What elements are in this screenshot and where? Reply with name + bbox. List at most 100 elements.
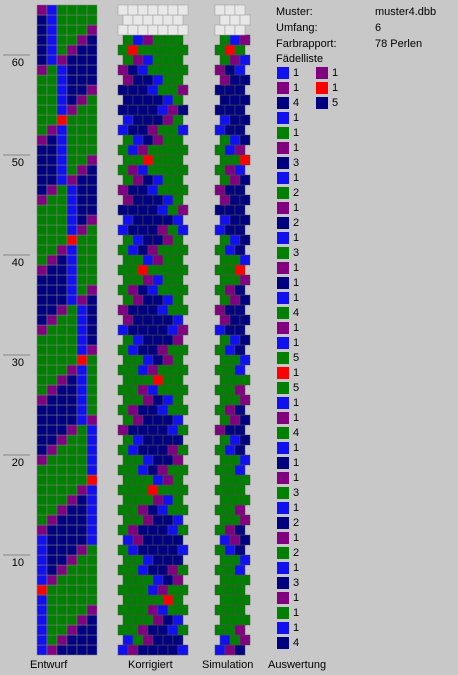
bead [239, 34, 251, 46]
bead [157, 624, 169, 636]
bead [219, 574, 231, 586]
bead [172, 94, 184, 106]
bead [36, 124, 48, 136]
color-swatch [277, 82, 289, 94]
bead [234, 324, 246, 336]
bead [229, 434, 241, 446]
empty-bead [147, 24, 159, 36]
bead [76, 384, 88, 396]
bead-count: 5 [293, 352, 299, 364]
bead [66, 184, 78, 196]
bead [86, 224, 98, 236]
bead [142, 114, 154, 126]
bead [56, 594, 68, 606]
bead [56, 134, 68, 146]
bead [56, 424, 68, 436]
empty-bead [219, 14, 231, 26]
bead [36, 264, 48, 276]
bead [167, 484, 179, 496]
bead [66, 404, 78, 416]
bead [157, 584, 169, 596]
bead [76, 534, 88, 546]
bead [137, 224, 149, 236]
bead [162, 294, 174, 306]
bead [157, 384, 169, 396]
bead [147, 404, 159, 416]
bead [122, 114, 134, 126]
bead [46, 594, 58, 606]
bead [66, 44, 78, 56]
bead [224, 624, 236, 636]
bead [86, 474, 98, 486]
bead [56, 24, 68, 36]
bead [234, 124, 246, 136]
bead-count: 1 [293, 337, 299, 349]
bead [66, 4, 78, 16]
color-swatch [277, 67, 289, 79]
bead [46, 394, 58, 406]
bead [86, 134, 98, 146]
empty-bead [229, 14, 241, 26]
bead [142, 194, 154, 206]
bead [36, 574, 48, 586]
bead [157, 144, 169, 156]
bead [76, 24, 88, 36]
bead [122, 134, 134, 146]
bead [219, 294, 231, 306]
bead [66, 144, 78, 156]
bead [56, 274, 68, 286]
bead [46, 434, 58, 446]
bead-count: 2 [293, 217, 299, 229]
bead [167, 404, 179, 416]
bead [162, 514, 174, 526]
bead [157, 644, 169, 656]
bead [76, 274, 88, 286]
bead [76, 74, 88, 86]
bead [56, 644, 68, 656]
bead [122, 594, 134, 606]
bead [167, 144, 179, 156]
bead-count: 1 [293, 502, 299, 514]
bead [234, 204, 246, 216]
bead [234, 44, 246, 56]
empty-bead [214, 4, 226, 16]
bead [46, 474, 58, 486]
bead [122, 514, 134, 526]
bead [177, 284, 189, 296]
bead [66, 114, 78, 126]
bead [224, 244, 236, 256]
info-label: Farbrapport: [276, 38, 337, 50]
bead [142, 434, 154, 446]
bead [239, 454, 251, 466]
bead [56, 534, 68, 546]
bead [66, 204, 78, 216]
bead [117, 364, 129, 376]
bead [36, 214, 48, 226]
bead [56, 234, 68, 246]
bead [36, 504, 48, 516]
bead [66, 514, 78, 526]
bead [152, 434, 164, 446]
bead [66, 544, 78, 556]
bead [56, 184, 68, 196]
bead [167, 464, 179, 476]
bead [36, 494, 48, 506]
bead [46, 264, 58, 276]
bead [132, 134, 144, 146]
bead [219, 334, 231, 346]
bead [172, 494, 184, 506]
bead [177, 464, 189, 476]
bead [127, 304, 139, 316]
bead [234, 564, 246, 576]
bead [234, 284, 246, 296]
panel-label: Korrigiert [128, 659, 173, 671]
bead [66, 194, 78, 206]
bead [167, 104, 179, 116]
bead [122, 34, 134, 46]
bead [142, 394, 154, 406]
bead [66, 454, 78, 466]
bead [234, 384, 246, 396]
bead [76, 314, 88, 326]
bead [36, 94, 48, 106]
bead [76, 34, 88, 46]
